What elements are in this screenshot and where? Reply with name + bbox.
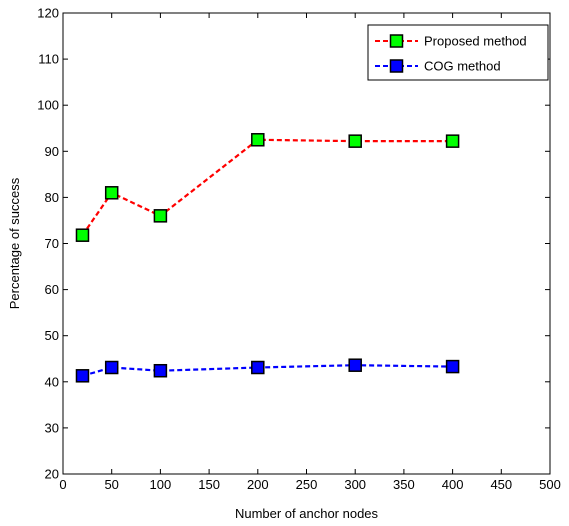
y-tick-label: 60: [45, 282, 59, 297]
x-tick-label: 100: [150, 477, 172, 492]
x-tick-label: 0: [59, 477, 66, 492]
y-tick-label: 110: [38, 52, 59, 67]
legend-entry-proposed: Proposed method: [375, 34, 527, 49]
legend: Proposed method COG method: [367, 24, 549, 81]
y-tick-label: 50: [45, 328, 59, 343]
series-proposed-point: [75, 228, 90, 242]
y-tick-label: 20: [45, 467, 59, 482]
x-tick-label: 400: [442, 477, 464, 492]
y-tick-label: 40: [45, 374, 59, 389]
x-tick-label: 300: [344, 477, 366, 492]
y-axis-label: Percentage of success: [7, 177, 22, 309]
legend-marker-cog: [389, 59, 404, 73]
y-tick-label: 100: [37, 98, 59, 113]
series-cog: [75, 358, 460, 383]
series-proposed-point: [153, 209, 168, 223]
series-layer: [75, 133, 460, 383]
x-axis-label: Number of anchor nodes: [235, 506, 379, 521]
y-tick-label: 90: [45, 144, 59, 159]
y-tick-label: 30: [45, 420, 59, 435]
series-proposed-point: [104, 186, 119, 200]
series-cog-point: [104, 360, 119, 375]
series-proposed-point: [348, 134, 362, 148]
x-tick-label: 450: [490, 477, 512, 492]
series-proposed-point: [251, 133, 265, 147]
series-cog-point: [75, 369, 90, 383]
series-proposed-line: [81, 138, 453, 236]
axis-ticks: 0 50 100 150 200 250 300 350 400 450 500 20 30 40 50 60…: [37, 6, 561, 493]
x-tick-label: 200: [247, 477, 269, 492]
x-tick-label: 250: [296, 477, 318, 492]
legend-label-cog: COG method: [424, 59, 501, 74]
legend-label-proposed: Proposed method: [424, 34, 527, 49]
plot-area: [62, 12, 551, 475]
x-tick-label: 500: [539, 477, 561, 492]
series-proposed: [75, 133, 460, 242]
series-cog-point: [445, 359, 460, 374]
series-proposed-point: [445, 134, 460, 148]
x-tick-label: 350: [393, 477, 415, 492]
legend-entry-cog: COG method: [375, 59, 501, 74]
x-tick-label: 150: [198, 477, 220, 492]
y-tick-label: 70: [45, 236, 59, 251]
legend-marker-proposed: [389, 34, 404, 48]
y-tick-label: 80: [45, 190, 59, 205]
series-cog-point: [251, 360, 265, 375]
x-tick-label: 50: [104, 477, 118, 492]
series-cog-point: [348, 358, 362, 372]
series-cog-point: [153, 363, 168, 378]
y-tick-label: 120: [37, 6, 59, 21]
